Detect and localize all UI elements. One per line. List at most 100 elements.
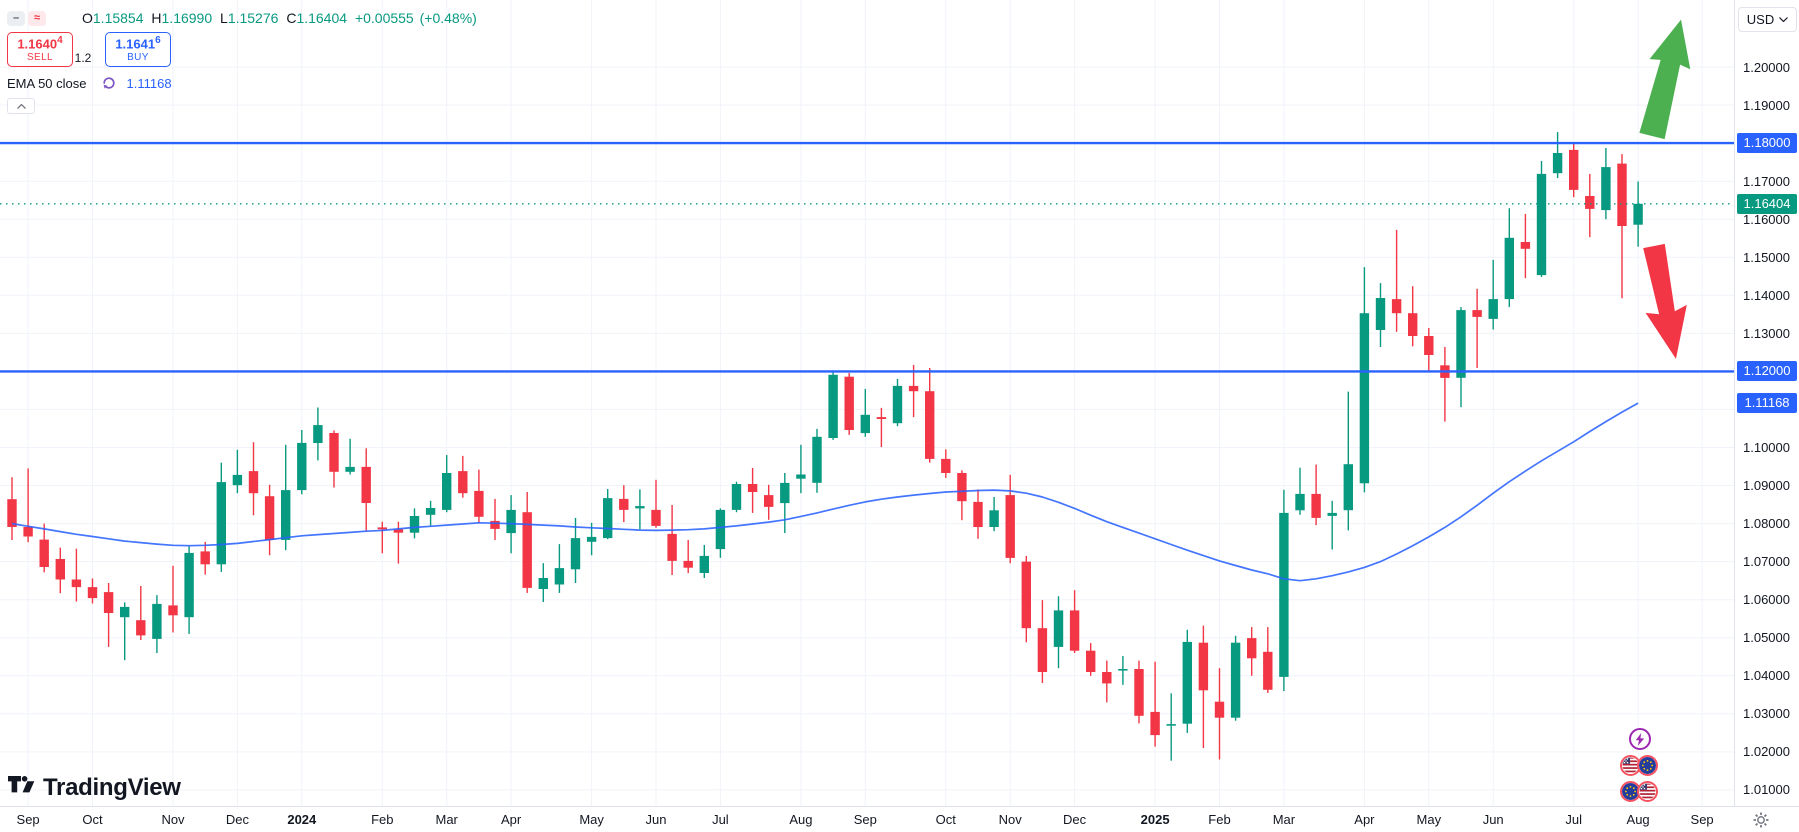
flag-ring xyxy=(1637,755,1658,776)
ohlc-readout: O1.15854 H1.16990 L1.15276 C1.16404 +0.0… xyxy=(82,10,479,26)
price-tick-label: 1.04000 xyxy=(1743,668,1790,684)
buy-button[interactable]: 1.16416 BUY xyxy=(105,32,171,67)
price-tick-label: 1.19000 xyxy=(1743,97,1790,113)
sell-price-pip: 4 xyxy=(57,34,63,46)
time-axis-label: Jun xyxy=(1482,812,1504,827)
indicator-refresh-icon[interactable] xyxy=(101,75,117,91)
down-arrow-drawing[interactable] xyxy=(1633,242,1696,363)
buy-label: BUY xyxy=(127,52,149,64)
close-label: C xyxy=(286,10,297,26)
open-label: O xyxy=(82,10,93,26)
time-axis-label: Feb xyxy=(1208,812,1231,827)
time-axis-label: Apr xyxy=(500,812,522,827)
last-price-axis-badge: 1.16404 xyxy=(1737,193,1797,214)
price-tick-label: 1.06000 xyxy=(1743,592,1790,608)
chart-legend: – ≈ O1.15854 H1.16990 L1.15276 C1.16404 … xyxy=(7,9,479,114)
price-tick-label: 1.05000 xyxy=(1743,630,1790,646)
price-tick-label: 1.17000 xyxy=(1743,173,1790,189)
time-axis-label: Nov xyxy=(998,812,1022,827)
flag-ring xyxy=(1637,781,1658,802)
eu-flag-icon xyxy=(1639,757,1656,774)
eu-flag-icon xyxy=(1622,783,1639,800)
flag-ring xyxy=(1620,755,1641,776)
chevron-down-icon xyxy=(1779,17,1789,22)
price-tick-label: 1.08000 xyxy=(1743,516,1790,532)
currency-label: USD xyxy=(1746,12,1775,27)
up-arrow-drawing[interactable] xyxy=(1632,14,1702,141)
sell-price: 1.1640 xyxy=(17,36,58,52)
time-axis-label: May xyxy=(579,812,604,827)
currency-selector[interactable]: USD xyxy=(1738,7,1797,32)
time-axis-label: Feb xyxy=(371,812,394,827)
time-axis[interactable]: Sep Oct Nov Dec 2024 Feb Mar Apr May Jun Jul Aug Sep… xyxy=(0,806,1799,832)
spread-value: 1.2 xyxy=(74,51,92,65)
price-tick-label: 1.20000 xyxy=(1743,59,1790,75)
axis-settings-gear-icon[interactable] xyxy=(1752,811,1770,829)
time-axis-label: Oct xyxy=(82,812,103,827)
change-value: +0.00555 xyxy=(354,10,414,26)
time-axis-label: 2024 xyxy=(287,812,317,827)
legend-minimize-icon[interactable]: – xyxy=(7,10,25,26)
price-tick-label: 1.15000 xyxy=(1743,249,1790,265)
price-tick-label: 1.10000 xyxy=(1743,440,1790,455)
time-axis-label: Apr xyxy=(1354,812,1375,827)
ema-line[interactable] xyxy=(11,402,1639,582)
indicator-value: 1.11168 xyxy=(126,75,172,91)
buy-price: 1.1641 xyxy=(115,36,156,52)
time-axis-label: May xyxy=(1416,812,1442,827)
indicator-wave-icon[interactable]: ≈ xyxy=(28,10,46,26)
high-label: H xyxy=(151,10,162,26)
price-tick-label: 1.03000 xyxy=(1743,706,1790,722)
us-flag-icon xyxy=(1639,783,1656,800)
time-axis-label: Sep xyxy=(16,812,40,827)
time-axis-label: 2025 xyxy=(1140,812,1170,827)
close-value: 1.16404 xyxy=(296,10,348,26)
time-axis-label: Aug xyxy=(789,812,813,827)
time-axis-label: Sep xyxy=(1690,812,1714,827)
tradingview-watermark: TradingView xyxy=(8,774,181,802)
time-axis-label: Jun xyxy=(645,812,667,827)
time-axis-label: Nov xyxy=(161,812,185,827)
low-label: L xyxy=(220,10,228,26)
price-tick-label: 1.02000 xyxy=(1743,744,1790,760)
price-tick-label: 1.09000 xyxy=(1743,478,1790,494)
watermark-text: TradingView xyxy=(43,774,181,801)
legend-collapse-button[interactable] xyxy=(7,98,35,114)
flag-ring xyxy=(1620,781,1641,802)
event-flag-pair-eu-us[interactable] xyxy=(1620,781,1658,802)
time-axis-label: Jul xyxy=(712,812,729,827)
candlestick-chart[interactable] xyxy=(0,0,1734,806)
price-axis[interactable]: USD 1.20000 1.19000 1.17000 1.16000 1.15000 1… xyxy=(1734,0,1799,806)
buy-price-pip: 6 xyxy=(155,34,161,46)
price-tick-label: 1.16000 xyxy=(1743,211,1790,227)
time-axis-label: Aug xyxy=(1626,812,1650,827)
lightning-bolt-icon xyxy=(1635,732,1645,746)
price-tick-label: 1.01000 xyxy=(1743,782,1790,798)
price-tick-label: 1.13000 xyxy=(1743,325,1790,341)
sell-label: SELL xyxy=(26,52,54,64)
time-axis-label: Dec xyxy=(225,812,249,827)
time-axis-label: Oct xyxy=(935,812,956,827)
time-axis-label: Jul xyxy=(1565,812,1582,827)
time-axis-label: Mar xyxy=(1272,812,1296,827)
event-flag-pair-us-eu[interactable] xyxy=(1620,755,1658,776)
chevron-up-icon xyxy=(16,103,26,109)
indicator-name: EMA 50 close xyxy=(7,75,87,91)
low-value: 1.15276 xyxy=(227,10,279,26)
high-value: 1.16990 xyxy=(161,10,213,26)
price-tick-label: 1.07000 xyxy=(1743,554,1790,570)
us-flag-icon xyxy=(1622,757,1639,774)
time-axis-label: Mar xyxy=(435,812,458,827)
price-tick-label: 1.14000 xyxy=(1743,287,1790,303)
sell-button[interactable]: 1.16404 SELL xyxy=(7,32,73,67)
change-percent: (+0.48%) xyxy=(419,10,477,26)
chart-plot-area[interactable]: – ≈ O1.15854 H1.16990 L1.15276 C1.16404 … xyxy=(0,0,1734,806)
economic-event-lightning-icon[interactable] xyxy=(1629,728,1651,750)
time-axis-label: Dec xyxy=(1063,812,1087,827)
tradingview-logo-icon xyxy=(8,775,35,792)
time-axis-label: Sep xyxy=(853,812,877,827)
open-value: 1.15854 xyxy=(92,10,144,26)
level-axis-badge: 1.12000 xyxy=(1737,361,1797,382)
indicator-axis-badge: 1.11168 xyxy=(1737,393,1797,414)
